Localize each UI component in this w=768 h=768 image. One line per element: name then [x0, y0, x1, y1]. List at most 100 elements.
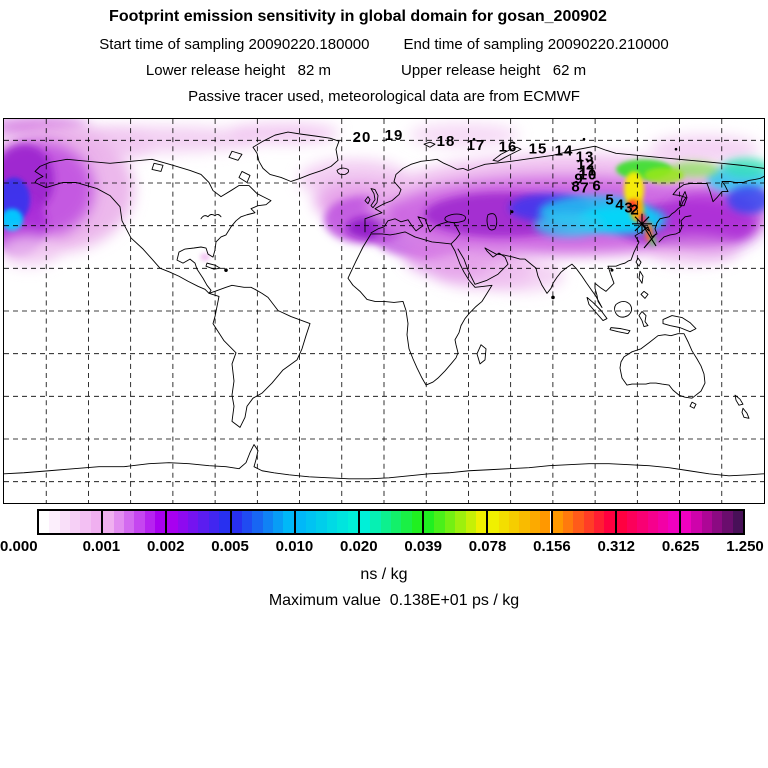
- footprint-blob: [69, 126, 259, 153]
- footprint-blob: [484, 259, 564, 292]
- coast-borneo: [614, 300, 633, 318]
- colorbar-cell: [604, 511, 615, 533]
- coast-south-america: [208, 284, 311, 428]
- coast-caspian-sea: [486, 213, 498, 231]
- trajectory-hour-label: 11: [579, 162, 597, 179]
- trajectory-hour-label: 15: [529, 140, 548, 157]
- colorbar-tick-label: 0.001: [82, 538, 121, 555]
- trajectory-hour-label: 20: [353, 129, 372, 146]
- trajectory-hour-label: 3: [624, 200, 633, 217]
- colorbar-cell: [80, 511, 91, 533]
- trajectory-hour-label: 7: [580, 180, 589, 197]
- colorbar-cell: [59, 511, 71, 533]
- colorbar-cell: [295, 511, 307, 533]
- colorbar-cell: [540, 511, 551, 533]
- colorbar-cell: [391, 511, 402, 533]
- footprint-blob: [409, 123, 519, 148]
- island-dot-franz-josef: [472, 137, 476, 141]
- release-height-line: Lower release height 82 m Upper release …: [0, 62, 750, 79]
- sampling-time-line: Start time of sampling 20090220.180000 E…: [0, 36, 768, 53]
- colorbar-segment: [614, 511, 679, 533]
- source-star-tail: [641, 223, 657, 247]
- colorbar-cell: [411, 511, 423, 533]
- colorbar-segment: [550, 511, 615, 533]
- colorbar-segment: [678, 511, 744, 533]
- max-value-label: Maximum value 0.138E+01 ps / kg: [268, 592, 520, 609]
- figure-title: Footprint emission sensitivity in global…: [109, 8, 607, 25]
- coast-new-zealand-north: [734, 394, 744, 406]
- colorbar-cell: [273, 511, 284, 533]
- colorbar-cell: [658, 511, 669, 533]
- coast-mindanao: [640, 290, 649, 299]
- colorbar-cell: [241, 511, 253, 533]
- trajectory-hour-label: 5: [605, 192, 614, 209]
- trajectory-hour-label: 9: [574, 170, 583, 187]
- colorbar: [37, 509, 745, 535]
- coast-africa: [347, 231, 493, 386]
- colorbar-cell: [722, 511, 733, 533]
- colorbar-cell: [424, 511, 435, 533]
- coast-ellesmere: [228, 150, 243, 161]
- colorbar-cell: [198, 511, 209, 533]
- colorbar-cell: [583, 511, 594, 533]
- colorbar-cell: [70, 511, 81, 533]
- colorbar-cell: [90, 511, 102, 533]
- start-time-label: Start time of sampling 20090220.180000: [99, 36, 370, 53]
- colorbar-tick-label: 0.312: [597, 538, 636, 555]
- colorbar-cell: [359, 511, 371, 533]
- trajectory-hour-label: 19: [385, 127, 404, 144]
- colorbar-cell: [39, 511, 50, 533]
- colorbar-cell: [488, 511, 499, 533]
- colorbar-segment: [357, 511, 423, 533]
- colorbar-cell: [562, 511, 574, 533]
- trajectory-hour-label: 16: [499, 138, 518, 155]
- colorbar-segment: [229, 511, 294, 533]
- coast-black-sea: [444, 213, 467, 224]
- footprint-blob: [722, 157, 764, 178]
- colorbar-cell: [326, 511, 338, 533]
- colorbar-cell: [711, 511, 723, 533]
- colorbar-cell: [316, 511, 327, 533]
- colorbar-cell: [616, 511, 628, 533]
- colorbar-cell: [701, 511, 712, 533]
- colorbar-cell: [680, 511, 692, 533]
- end-time-label: End time of sampling 20090220.210000: [403, 36, 669, 53]
- trajectory-hour-label: 13: [576, 148, 595, 165]
- coast-great-lakes: [200, 214, 222, 220]
- colorbar-tick-label: 1.250: [726, 538, 764, 555]
- coast-ireland: [364, 196, 371, 205]
- colorbar-cell: [732, 511, 744, 533]
- colorbar-tick-label: 0.000: [0, 538, 38, 555]
- coast-greenland: [252, 131, 340, 182]
- coast-sumatra: [586, 296, 608, 322]
- coastlines: [4, 131, 764, 480]
- colorbar-cell: [637, 511, 648, 533]
- colorbar-cell: [668, 511, 679, 533]
- colorbar-tick-label: 0.625: [661, 538, 700, 555]
- colorbar-cell: [134, 511, 145, 533]
- island-dot-aral: [510, 210, 514, 214]
- tracer-info-line: Passive tracer used, meteorological data…: [188, 88, 580, 105]
- trajectory-hour-label: 4: [615, 197, 624, 214]
- coast-europe-arctic-russia: [364, 145, 764, 233]
- coast-philippines: [638, 270, 644, 284]
- colorbar-tick-label: 0.020: [340, 538, 378, 555]
- colorbar-cell: [552, 511, 563, 533]
- trajectory-hour-label: 17: [467, 137, 486, 154]
- coast-britain: [370, 188, 379, 209]
- source-star-arm: [634, 216, 650, 232]
- footprint-blob: [627, 199, 637, 212]
- colorbar-cell: [113, 511, 124, 533]
- colorbar-tick-labels: 0.000 0.001 0.002 0.005 0.010 0.020 0.039 0.078…: [0, 538, 768, 556]
- trajectory-hour-label: 2: [630, 202, 639, 219]
- island-dot-sri-lanka: [551, 295, 555, 300]
- lower-release-height-label: Lower release height 82 m: [145, 62, 331, 79]
- colorbar-cell: [529, 511, 541, 533]
- colorbar-cell: [475, 511, 487, 533]
- colorbar-cell: [444, 511, 456, 533]
- footprint-blob: [644, 167, 684, 184]
- footprint-blob: [727, 185, 764, 214]
